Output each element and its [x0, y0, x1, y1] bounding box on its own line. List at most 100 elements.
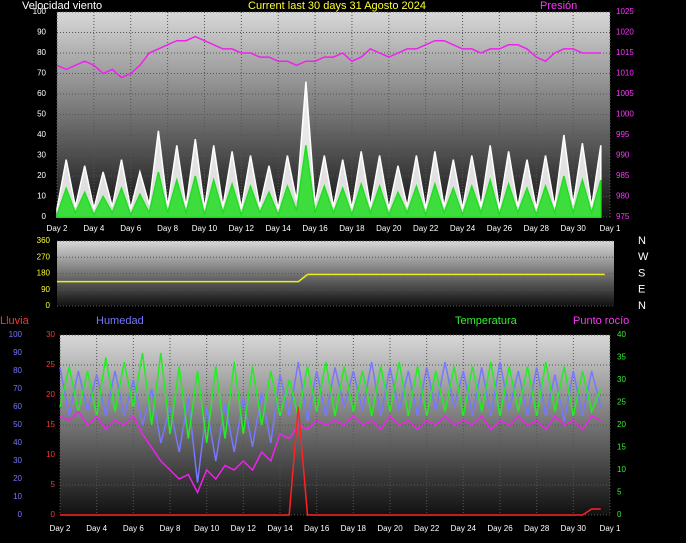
y-tick-label: 30	[46, 330, 55, 339]
y2-tick-label: 35	[617, 353, 626, 362]
y2-tick-label: 25	[617, 398, 626, 407]
y2-tick-label: 30	[617, 375, 626, 384]
x-tick-label: Day 24	[450, 224, 476, 233]
y2-tick-label: 0	[617, 510, 622, 519]
y2-tick-label: 40	[617, 330, 626, 339]
x-tick-label: Day 12	[231, 524, 257, 533]
y2-tick-label: 20	[617, 420, 626, 429]
y2-tick-label: 1015	[616, 48, 634, 57]
y3-tick-label: 60	[13, 402, 22, 411]
y2-tick-label: 1000	[616, 110, 634, 119]
y-tick-label: 60	[37, 89, 46, 98]
y2-tick-label: 1005	[616, 89, 634, 98]
y3-tick-label: 20	[13, 474, 22, 483]
line	[59, 352, 602, 444]
x-tick-label: Day 20	[377, 524, 403, 533]
y-tick-label: 40	[37, 130, 46, 139]
y2-tick-label: 1020	[616, 28, 634, 37]
y-tick-label: 20	[37, 171, 46, 180]
x-tick-label: Day 28	[524, 224, 550, 233]
y2-tick-label: 5	[617, 488, 622, 497]
wind-axis-label: Velocidad viento	[22, 0, 102, 12]
x-tick-label: Day 2	[47, 224, 68, 233]
x-tick-label: Day 16	[302, 224, 328, 233]
y-tick-label: 0	[51, 510, 56, 519]
x-tick-label: Day 14	[267, 524, 293, 533]
y-tick-label: 90	[37, 28, 46, 37]
y-tick-label: 15	[46, 420, 55, 429]
compass-label: N	[638, 235, 646, 247]
y-tick-label: 90	[41, 285, 50, 294]
compass-label: E	[638, 284, 645, 296]
x-tick-label: Day 14	[266, 224, 292, 233]
x-tick-label: Day 1	[600, 524, 621, 533]
y2-tick-label: 15	[617, 443, 626, 452]
y-tick-label: 50	[37, 110, 46, 119]
y-tick-label: 100	[33, 7, 47, 16]
y-tick-label: 25	[46, 360, 55, 369]
y-tick-label: 180	[37, 269, 51, 278]
y3-tick-label: 40	[13, 438, 22, 447]
plot-area	[57, 241, 614, 306]
x-tick-label: Day 18	[339, 224, 365, 233]
dewpoint-label: Punto rocío	[573, 315, 629, 327]
x-tick-label: Day 30	[560, 224, 586, 233]
y3-tick-label: 100	[9, 330, 23, 339]
x-tick-label: Day 22	[414, 524, 440, 533]
x-tick-label: Day 24	[451, 524, 477, 533]
x-tick-label: Day 18	[341, 524, 367, 533]
x-tick-label: Day 1	[600, 224, 621, 233]
y2-tick-label: 990	[616, 151, 630, 160]
x-tick-label: Day 26	[487, 224, 513, 233]
y-tick-label: 0	[42, 212, 47, 221]
x-tick-label: Day 6	[123, 524, 144, 533]
rain-label: Lluvia	[0, 315, 30, 327]
chart-title: Current last 30 days 31 Agosto 2024	[248, 0, 426, 12]
y2-tick-label: 985	[616, 171, 630, 180]
x-tick-label: Day 10	[194, 524, 220, 533]
compass-label: N	[638, 300, 646, 312]
y2-tick-label: 980	[616, 192, 630, 201]
y-tick-label: 10	[46, 450, 55, 459]
x-tick-label: Day 4	[83, 224, 104, 233]
y3-tick-label: 50	[13, 420, 22, 429]
x-tick-label: Day 12	[229, 224, 255, 233]
x-tick-label: Day 30	[561, 524, 587, 533]
y-tick-label: 0	[46, 301, 51, 310]
y-tick-label: 80	[37, 48, 46, 57]
y-tick-label: 10	[37, 192, 46, 201]
x-tick-label: Day 20	[376, 224, 402, 233]
y-tick-label: 30	[37, 151, 46, 160]
x-tick-label: Day 8	[160, 524, 181, 533]
y2-tick-label: 1010	[616, 69, 634, 78]
x-tick-label: Day 10	[192, 224, 218, 233]
y-tick-label: 360	[37, 236, 51, 245]
y-tick-label: 270	[37, 252, 51, 261]
y-tick-label: 5	[51, 480, 56, 489]
y-tick-label: 20	[46, 390, 55, 399]
area	[56, 145, 602, 218]
y3-tick-label: 80	[13, 366, 22, 375]
x-tick-label: Day 26	[487, 524, 513, 533]
compass-label: W	[638, 251, 649, 263]
y3-tick-label: 30	[13, 456, 22, 465]
y2-tick-label: 1025	[616, 7, 634, 16]
line	[60, 406, 601, 516]
y-tick-label: 70	[37, 69, 46, 78]
y3-tick-label: 70	[13, 384, 22, 393]
y2-tick-label: 975	[616, 212, 630, 221]
y3-tick-label: 90	[13, 348, 22, 357]
x-tick-label: Day 28	[524, 524, 550, 533]
line	[56, 35, 601, 79]
x-tick-label: Day 4	[86, 524, 107, 533]
compass-label: S	[638, 267, 645, 279]
x-tick-label: Day 2	[50, 524, 71, 533]
y3-tick-label: 10	[13, 492, 22, 501]
pressure-axis-label: Presión	[540, 0, 577, 12]
y2-tick-label: 995	[616, 130, 630, 139]
x-tick-label: Day 8	[157, 224, 178, 233]
y3-tick-label: 0	[18, 510, 23, 519]
temperature-label: Temperatura	[455, 315, 518, 327]
y2-tick-label: 10	[617, 465, 626, 474]
